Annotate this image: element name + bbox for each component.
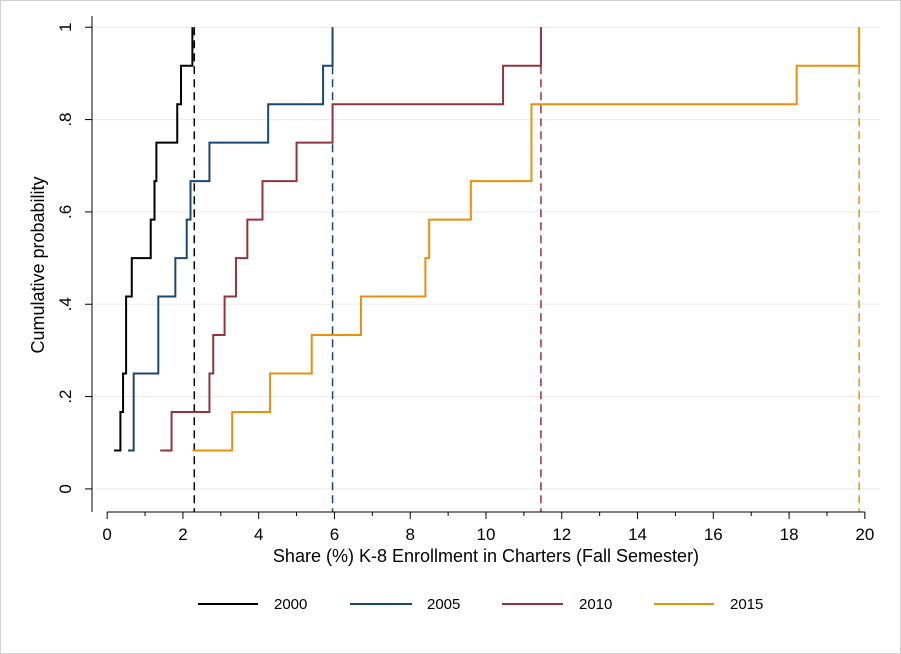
- series-group: [113, 27, 861, 452]
- x-axis-label: Share (%) K-8 Enrollment in Charters (Fa…: [273, 546, 699, 566]
- legend-label-2010: 2010: [579, 596, 612, 613]
- x-tick-label: 6: [330, 525, 339, 544]
- y-tick-label: 0: [56, 484, 75, 493]
- x-tick-label: 0: [102, 525, 111, 544]
- x-tick-label: 8: [405, 525, 414, 544]
- x-tick-label: 20: [855, 525, 874, 544]
- x-tick-label: 18: [780, 525, 799, 544]
- y-axis-label: Cumulative probability: [28, 176, 48, 353]
- legend-label-2005: 2005: [427, 596, 460, 613]
- grid-lines: [92, 26, 880, 490]
- series-2015-line: [192, 27, 861, 452]
- x-tick-label: 14: [628, 525, 647, 544]
- legend: 2000 2005 2010 2015: [198, 596, 763, 613]
- axes: 0.2.4.6.810 2 4 6 8 10 12 14 16 18 20: [56, 16, 874, 544]
- x-tick-label: 10: [477, 525, 496, 544]
- series-2000-line: [113, 27, 194, 452]
- y-tick-label: .6: [56, 205, 75, 219]
- x-tick-label: 4: [254, 525, 263, 544]
- x-tick-label: 12: [552, 525, 571, 544]
- y-tick-label: 1: [56, 22, 75, 31]
- x-tick-label: 2: [178, 525, 187, 544]
- legend-label-2000: 2000: [274, 596, 307, 613]
- y-tick-label: .2: [56, 389, 75, 403]
- legend-label-2015: 2015: [730, 596, 763, 613]
- series-2010-line: [160, 27, 542, 452]
- series-2005-line: [127, 27, 334, 452]
- x-tick-label: 16: [704, 525, 723, 544]
- y-tick-label: .8: [56, 112, 75, 126]
- y-tick-label: .4: [56, 297, 75, 311]
